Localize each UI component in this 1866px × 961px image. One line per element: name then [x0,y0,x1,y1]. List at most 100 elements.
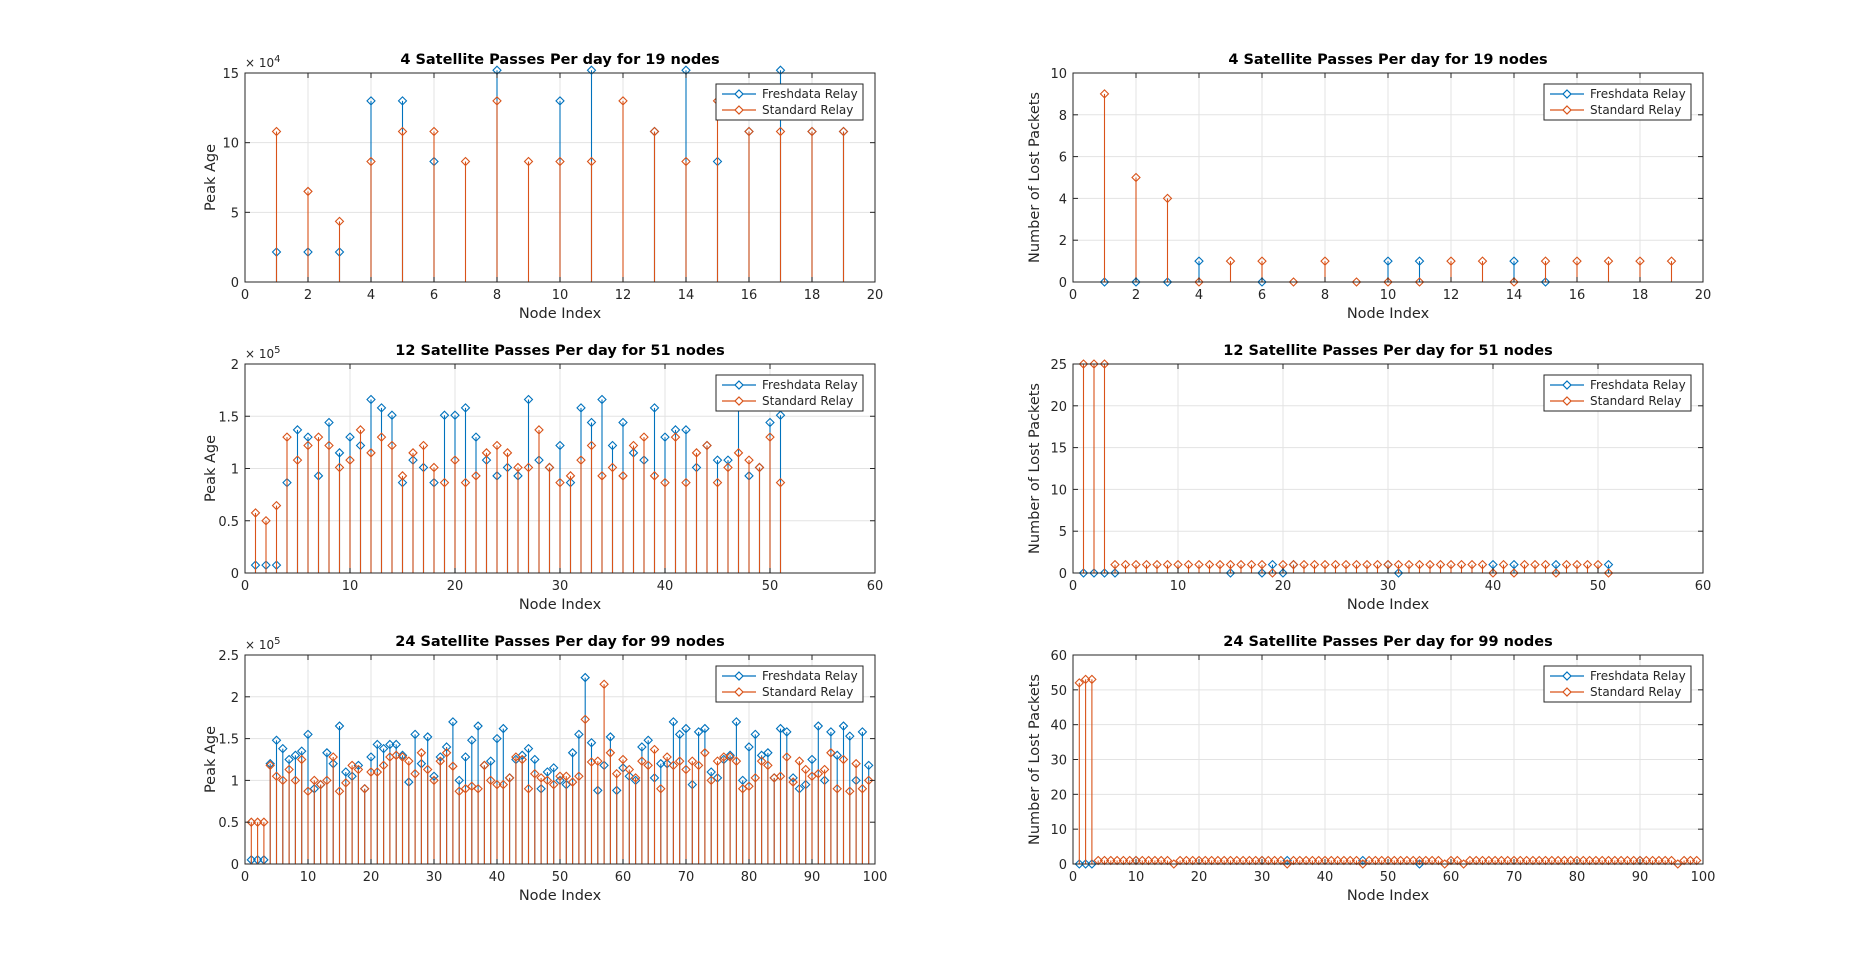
legend-swatch-marker [1562,396,1572,406]
data-point [1131,172,1141,183]
data-point [1087,859,1097,869]
data-point [1143,855,1154,866]
data-point [1330,559,1341,570]
data-point [265,760,275,771]
data-point [1124,855,1135,866]
data-point [725,752,735,762]
legend-box [715,374,864,412]
data-point [345,432,355,442]
x-tick-label: 40 [1485,579,1502,594]
data-point [1685,855,1696,866]
data-point [450,410,460,420]
data-point [1078,359,1089,369]
data-point [813,768,824,779]
x-tick-label: 80 [1569,870,1586,885]
data-point [530,754,540,765]
data-point [1339,855,1349,866]
data-point [1332,855,1343,866]
y-tick-label: 0 [231,858,239,873]
chart-4: 0 10 20 30 40 50 60 0 5 10 15 20 25 12 Satellite Pass… [1027,343,1711,613]
data-point [681,156,691,167]
y-tick-label: 15 [1050,442,1067,457]
data-point [410,729,420,740]
x-tick-label: 0 [1069,870,1077,885]
data-point [454,786,464,797]
data-point [278,775,288,786]
data-point [502,448,513,458]
data-point [1509,568,1519,578]
y-tick-label: 10 [222,137,239,152]
data-point [693,760,704,771]
x-tick-label: 60 [1443,870,1460,885]
data-point [1194,855,1204,866]
data-point [492,779,502,790]
y-axis-label: Peak Age [203,144,219,211]
legend-swatch-marker [734,105,744,115]
data-point [1169,859,1179,869]
data-point [700,723,710,734]
data-point [1534,855,1544,866]
data-point [1408,855,1418,866]
data-point [750,729,761,740]
x-tick-label: 16 [741,288,758,303]
x-tick-label: 50 [762,579,779,594]
x-tick-label: 50 [1380,870,1397,885]
data-point [1389,855,1400,866]
data-point [1099,89,1110,99]
data-point [473,721,483,731]
data-point [807,126,817,137]
legend-entry-label: Standard Relay [1590,103,1681,117]
data-point [731,756,742,766]
data-point [1364,855,1374,866]
data-point [322,748,332,758]
x-tick-label: 18 [804,288,821,303]
x-tick-label: 60 [867,579,884,594]
data-point [334,462,345,473]
data-point [691,448,702,458]
data-point [681,764,691,775]
x-tick-label: 20 [1191,870,1208,885]
data-point [366,448,376,458]
data-point [485,756,496,766]
data-point [498,723,509,734]
data-point [1477,256,1488,266]
y-tick-label: 2 [231,358,239,373]
data-point [1673,859,1683,869]
data-point [1519,559,1530,570]
data-point [639,432,649,442]
data-point [1099,568,1110,578]
chart-title: 24 Satellite Passes Per day for 99 nodes [395,634,724,650]
legend: Freshdata Relay Standard Relay [715,665,864,703]
data-point [756,750,767,761]
data-point [1358,855,1368,866]
data-point [1553,855,1563,866]
data-point [763,748,773,758]
chart-title: 4 Satellite Passes Per day for 19 nodes [400,52,719,68]
data-point [1471,855,1481,866]
data-point [1152,559,1162,570]
data-point [460,403,471,413]
data-point [1299,559,1309,570]
data-point [1414,855,1425,866]
data-point [555,477,565,488]
chart-2: 0 2 4 6 8 10 12 14 16 18 20 0 2 4 6 8 10 4 Satellite Pass… [1027,52,1711,322]
data-point [439,477,450,488]
data-point [1238,855,1248,866]
data-point [765,432,775,442]
legend-box [715,83,864,121]
chart-title: 4 Satellite Passes Per day for 19 nodes [1228,52,1547,68]
y-tick-label: 1.5 [218,410,239,425]
data-point [290,775,301,786]
data-point [1246,559,1257,570]
data-point [1502,855,1513,866]
data-point [1099,277,1110,287]
legend-swatch-marker [1562,105,1572,115]
y-tick-label: 2 [1059,234,1067,249]
data-point [681,425,691,435]
data-point [1591,855,1601,866]
data-point [580,714,590,725]
data-point [1257,568,1267,578]
x-axis-label: Node Index [1347,888,1430,904]
data-point [1320,559,1330,570]
y-tick-label: 8 [1059,109,1067,124]
